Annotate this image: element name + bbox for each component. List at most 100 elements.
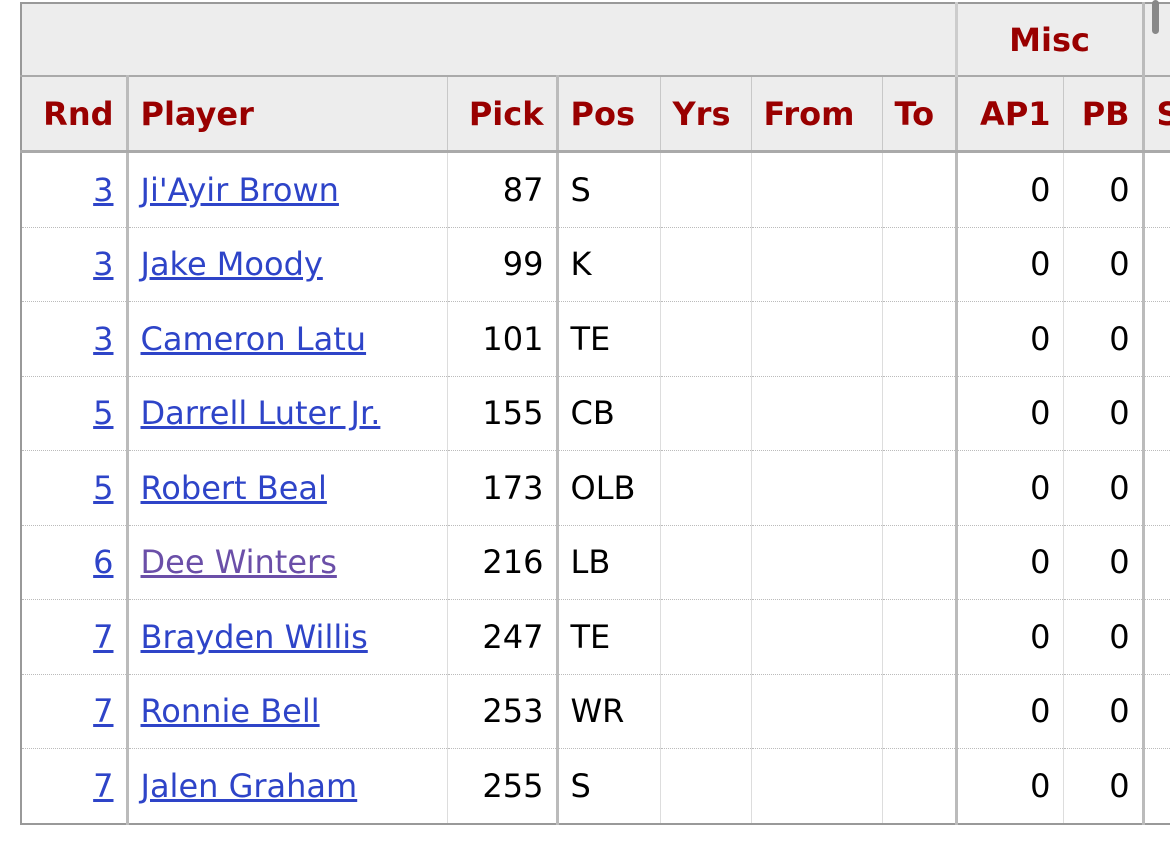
cell xyxy=(881,748,957,824)
round-link[interactable]: 6 xyxy=(93,543,114,582)
cell xyxy=(881,376,957,451)
cell xyxy=(881,151,957,228)
cell xyxy=(881,525,957,600)
column-header[interactable]: Player xyxy=(125,75,448,153)
cell: 247 xyxy=(446,599,557,675)
cell xyxy=(881,674,957,749)
cell: 0 xyxy=(1062,376,1144,451)
round-link[interactable]: 3 xyxy=(93,245,114,284)
cell: 5 xyxy=(20,376,127,451)
cell xyxy=(1141,674,1170,749)
cell: CB xyxy=(555,376,660,451)
cell: 6 xyxy=(20,525,127,600)
column-header[interactable]: PB xyxy=(1062,75,1144,153)
cell xyxy=(659,450,751,526)
round-link[interactable]: 5 xyxy=(93,394,114,433)
cell xyxy=(750,151,882,228)
cell: 0 xyxy=(1062,674,1144,749)
cell: 253 xyxy=(446,674,557,749)
cell: S xyxy=(555,748,660,824)
cell xyxy=(750,674,882,749)
cell: Jake Moody xyxy=(125,227,447,302)
column-header[interactable]: Pick xyxy=(446,75,558,153)
round-link[interactable]: 5 xyxy=(93,468,114,507)
cell xyxy=(1141,599,1170,675)
player-link[interactable]: Jake Moody xyxy=(140,245,323,284)
player-link[interactable]: Darrell Luter Jr. xyxy=(140,394,381,433)
table-row: 3 Jake Moody 99 K 0 0 xyxy=(20,227,1170,302)
player-link[interactable]: Robert Beal xyxy=(140,468,327,507)
cell: Ji'Ayir Brown xyxy=(125,151,447,228)
cell: 7 xyxy=(20,748,127,824)
cell: 5 xyxy=(20,450,127,526)
cell: 0 xyxy=(954,748,1064,824)
column-header[interactable]: AP1 xyxy=(954,75,1064,153)
column-header[interactable]: Yrs xyxy=(659,75,752,153)
player-link[interactable]: Brayden Willis xyxy=(140,617,368,656)
group-header-blank xyxy=(20,2,957,77)
cell: Brayden Willis xyxy=(125,599,447,675)
player-link[interactable]: Cameron Latu xyxy=(140,319,367,358)
cell xyxy=(750,301,882,377)
cell: 99 xyxy=(446,227,557,302)
round-link[interactable]: 7 xyxy=(93,766,114,805)
player-link[interactable]: Dee Winters xyxy=(140,543,337,582)
column-header[interactable]: To xyxy=(881,75,957,153)
player-link[interactable]: Jalen Graham xyxy=(140,766,358,805)
cell xyxy=(750,525,882,600)
cell xyxy=(1141,525,1170,600)
cell xyxy=(881,599,957,675)
cell xyxy=(881,450,957,526)
cell: 0 xyxy=(954,301,1064,377)
cell xyxy=(750,450,882,526)
cell xyxy=(659,301,751,377)
cell xyxy=(750,227,882,302)
cell: TE xyxy=(555,599,660,675)
cell: 7 xyxy=(20,599,127,675)
cell: 216 xyxy=(446,525,557,600)
cell xyxy=(659,748,751,824)
cell: 0 xyxy=(954,674,1064,749)
column-header[interactable]: Pos xyxy=(555,75,661,153)
player-link[interactable]: Ji'Ayir Brown xyxy=(140,170,339,209)
player-link[interactable]: Ronnie Bell xyxy=(140,692,320,731)
cell: 0 xyxy=(954,227,1064,302)
cell: 3 xyxy=(20,227,127,302)
cell xyxy=(659,525,751,600)
round-link[interactable]: 3 xyxy=(93,319,114,358)
cell: 155 xyxy=(446,376,557,451)
cell: Robert Beal xyxy=(125,450,447,526)
table-row: 3 Ji'Ayir Brown 87 S 0 0 xyxy=(20,151,1170,228)
cell: 0 xyxy=(1062,450,1144,526)
cell xyxy=(659,227,751,302)
cell xyxy=(1141,748,1170,824)
cell: 173 xyxy=(446,450,557,526)
cell: 0 xyxy=(954,450,1064,526)
round-link[interactable]: 7 xyxy=(93,617,114,656)
table-row: 7 Jalen Graham 255 S 0 0 xyxy=(20,748,1170,824)
cell: 0 xyxy=(954,376,1064,451)
cell xyxy=(1141,227,1170,302)
cell xyxy=(881,227,957,302)
cell xyxy=(881,301,957,377)
column-header[interactable]: S xyxy=(1141,75,1170,153)
cell: 0 xyxy=(954,151,1064,228)
scrollbar[interactable] xyxy=(1152,0,1159,34)
cell xyxy=(1141,450,1170,526)
group-header: Misc xyxy=(954,2,1144,77)
column-header[interactable]: Rnd xyxy=(20,75,128,153)
table-row: 5 Robert Beal 173 OLB 0 0 xyxy=(20,450,1170,526)
cell: 0 xyxy=(1062,748,1144,824)
cell: S xyxy=(555,151,660,228)
cell: 0 xyxy=(1062,151,1144,228)
cell xyxy=(750,748,882,824)
column-header[interactable]: From xyxy=(750,75,883,153)
table-row: 6 Dee Winters 216 LB 0 0 xyxy=(20,525,1170,600)
cell: Dee Winters xyxy=(125,525,447,600)
round-link[interactable]: 3 xyxy=(93,170,114,209)
round-link[interactable]: 7 xyxy=(93,692,114,731)
cell xyxy=(659,674,751,749)
cell: Darrell Luter Jr. xyxy=(125,376,447,451)
cell: Jalen Graham xyxy=(125,748,447,824)
